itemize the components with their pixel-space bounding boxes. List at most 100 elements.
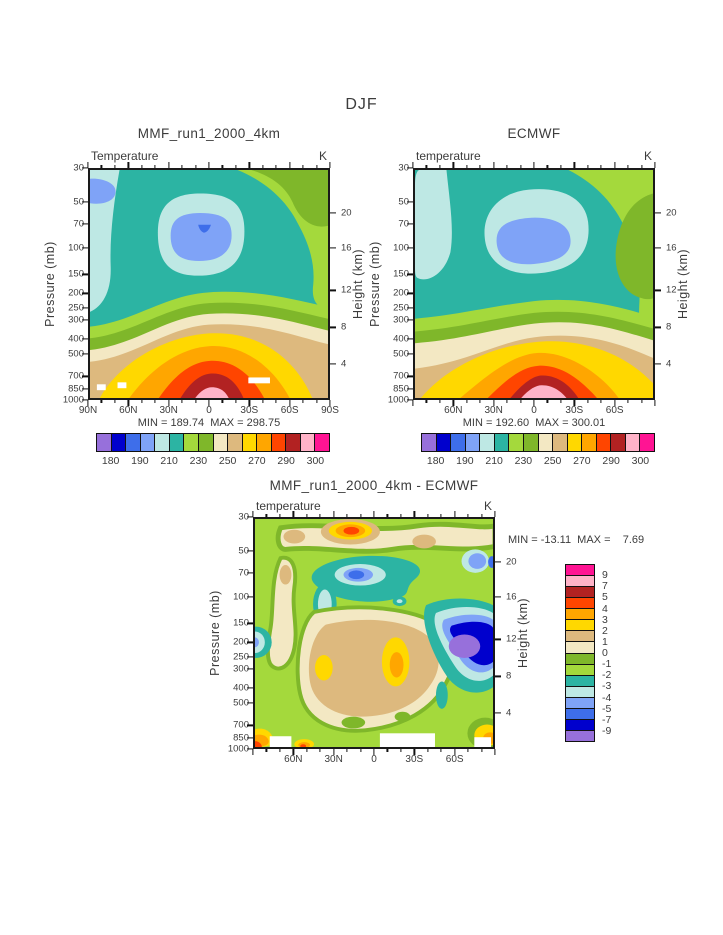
contour-region	[341, 716, 366, 729]
colorbar-tick-label: 230	[514, 455, 533, 467]
panel-diff-pressure-tick-labels: 30 50 70 100 150 200 250 300 400 500 700 850 1000	[207, 512, 249, 755]
panel-left-pressure-ticks	[81, 167, 88, 401]
pressure-tick	[407, 353, 413, 355]
colorbar-swatch	[494, 434, 510, 451]
lat-tick	[412, 162, 414, 168]
panel-diff-subtitle: temperature	[256, 499, 321, 513]
pressure-tick-label: 400	[233, 682, 249, 694]
pressure-tick	[247, 550, 253, 552]
panel-left-height-ticks	[330, 168, 337, 400]
colorbar-tick-label: 290	[277, 455, 295, 467]
colorbar-swatch	[465, 434, 481, 451]
pressure-tick-label: 150	[68, 268, 84, 280]
pressure-tick	[82, 292, 88, 295]
pressure-tick-label: 1000	[387, 394, 409, 406]
colorbar-swatch	[140, 434, 156, 451]
pressure-tick-label: 700	[393, 370, 409, 382]
pressure-tick	[247, 748, 253, 750]
pressure-tick-label: 1000	[62, 394, 84, 406]
pressure-tick-label: 70	[398, 218, 409, 230]
panel-left-top-ticks-major	[87, 161, 331, 168]
missing-data-gap	[117, 382, 127, 389]
panel-diff-colorbar-labels: 9 7 5 4 3 2 1 0 -1 -2 -3 -4 -5 -7 -9	[602, 564, 632, 742]
contour-region	[396, 599, 403, 604]
lat-minor-tick	[265, 514, 268, 517]
lat-minor-tick	[221, 165, 224, 168]
lat-minor-tick	[359, 749, 362, 752]
lat-minor-tick	[479, 400, 481, 403]
lat-minor-tick	[427, 514, 429, 517]
colorbar-tick-label: 0	[602, 647, 608, 659]
colorbar-swatch	[553, 434, 568, 451]
colorbar-tick-label: 180	[426, 455, 445, 467]
lat-tick	[333, 749, 335, 755]
pressure-tick-label: 500	[233, 697, 249, 709]
panel-left-plot	[88, 168, 330, 400]
lat-minor-tick	[627, 400, 629, 403]
colorbar-tick-label: 270	[248, 455, 266, 467]
lat-tick	[454, 749, 456, 755]
lat-label: 30N	[324, 754, 343, 765]
colorbar-tick-label: 4	[602, 602, 608, 615]
panel-diff-colorbar	[565, 564, 595, 742]
height-tick-label: 20	[666, 207, 677, 219]
lat-minor-tick	[467, 514, 469, 517]
pressure-tick-label: 700	[68, 370, 84, 382]
contour-region	[283, 529, 306, 544]
height-tick-label: 8	[341, 321, 347, 333]
pressure-tick	[247, 724, 253, 726]
lat-minor-tick	[315, 400, 318, 403]
pressure-tick	[407, 388, 413, 390]
colorbar-tick-label: -5	[602, 702, 612, 715]
contour-region	[279, 564, 292, 585]
colorbar-swatch	[271, 434, 287, 451]
pressure-tick-label: 300	[68, 314, 84, 326]
colorbar-swatch	[566, 708, 594, 720]
contour-region	[275, 521, 493, 554]
panel-diff-bottom-ticks-major	[252, 749, 496, 756]
pressure-tick-label: 100	[233, 591, 249, 603]
lat-tick	[493, 400, 495, 406]
pressure-tick-label: 200	[68, 287, 84, 299]
colorbar-swatch	[451, 434, 466, 451]
contour-region	[496, 217, 571, 265]
contour-region	[314, 655, 333, 681]
height-tick	[495, 675, 501, 677]
lat-minor-tick	[181, 400, 183, 403]
lat-tick	[168, 162, 170, 168]
contour-region	[90, 170, 120, 312]
lat-minor-tick	[154, 400, 156, 403]
contour-region	[435, 681, 448, 709]
lat-minor-tick	[114, 400, 116, 403]
lat-tick	[452, 400, 454, 406]
lat-tick	[292, 749, 294, 755]
colorbar-swatch	[257, 434, 272, 451]
panel-right-top-ticks-major	[412, 161, 656, 168]
panel-left-subtitle: Temperature	[91, 149, 159, 163]
colorbar-swatch	[480, 434, 495, 451]
colorbar-tick-label: 300	[306, 455, 325, 467]
lat-minor-tick	[194, 165, 197, 168]
lat-minor-tick	[480, 749, 483, 752]
lat-label: 90S	[321, 405, 339, 416]
colorbar-swatch	[242, 434, 258, 451]
colorbar-tick-label: 230	[189, 455, 208, 467]
lat-minor-tick	[315, 165, 318, 168]
colorbar-tick-label: 270	[573, 455, 591, 467]
colorbar-swatch	[596, 434, 612, 451]
colorbar-tick-label: 180	[101, 455, 120, 467]
lat-minor-tick	[235, 165, 237, 168]
lat-tick	[127, 162, 129, 168]
panel-diff-height-axis-label: Height (km)	[516, 597, 530, 669]
height-tick-label: 4	[506, 707, 512, 719]
height-tick-label: 16	[506, 591, 517, 603]
lat-minor-tick	[302, 400, 304, 403]
contour-region	[255, 741, 262, 747]
lat-tick	[292, 511, 294, 517]
pressure-tick-label: 100	[68, 242, 84, 254]
colorbar-tick-label: -1	[602, 658, 612, 671]
lat-tick	[127, 400, 129, 406]
lat-minor-tick	[279, 749, 281, 752]
lat-minor-tick	[560, 400, 562, 403]
panel-left-height-tick-labels: 20 16 12 8 4	[341, 168, 365, 400]
